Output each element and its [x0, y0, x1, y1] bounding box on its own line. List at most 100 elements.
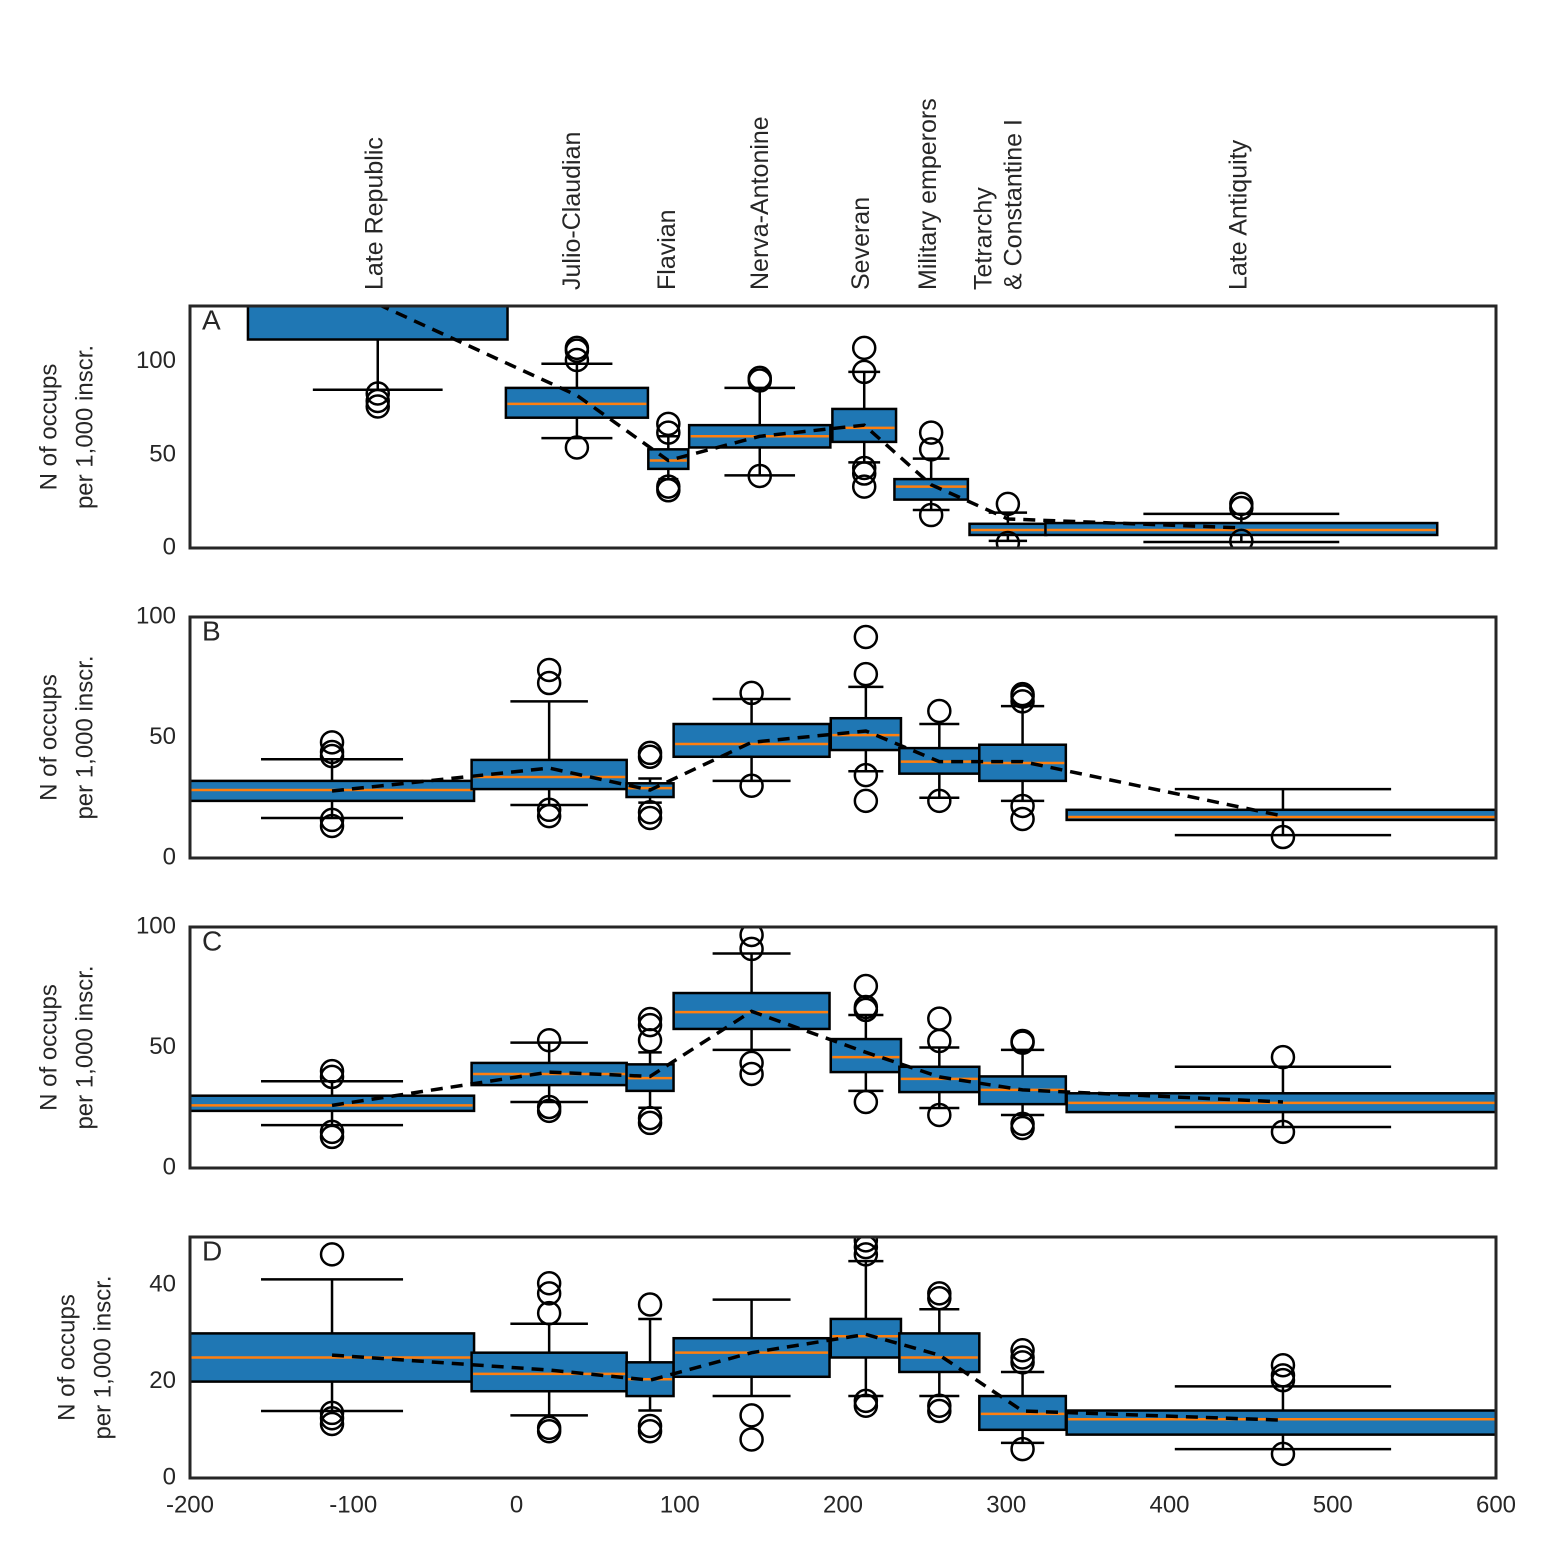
outlier [851, 461, 877, 486]
outlier [995, 530, 1021, 548]
outlier [1270, 824, 1296, 850]
outlier [853, 661, 879, 687]
x-tick-label: -100 [329, 1491, 377, 1518]
outlier [1229, 495, 1254, 521]
y-axis-label: N of occups [35, 674, 62, 801]
outlier [853, 1393, 879, 1418]
outlier [637, 744, 663, 770]
outlier [927, 1006, 952, 1031]
plot-area [246, 306, 1439, 548]
y-axis-label: N of occups [53, 1294, 80, 1421]
outlier [319, 1405, 345, 1431]
outlier [536, 1271, 562, 1296]
outlier [637, 1105, 663, 1131]
outlier [637, 805, 663, 831]
box [829, 1317, 903, 1359]
outlier [918, 437, 944, 462]
outlier [853, 1237, 879, 1253]
outlier [1270, 1441, 1296, 1467]
plot-area [190, 624, 1496, 850]
outlier [853, 762, 879, 788]
outlier [739, 680, 764, 706]
outlier [319, 1411, 345, 1437]
outlier [853, 1237, 879, 1260]
outlier [637, 1012, 663, 1038]
outlier [319, 1124, 345, 1150]
outlier [739, 927, 764, 948]
outlier [739, 1403, 764, 1428]
outlier [995, 491, 1021, 517]
outlier [747, 463, 772, 489]
y-tick-label: 0 [163, 1463, 176, 1490]
outlier [927, 698, 952, 724]
outlier [536, 1281, 562, 1306]
outlier [319, 807, 345, 833]
y-tick-label: 0 [163, 533, 176, 560]
x-tick-label: -200 [166, 1491, 214, 1518]
outlier [536, 1300, 562, 1326]
outlier [536, 797, 562, 823]
outlier [1010, 806, 1035, 832]
outlier [927, 1102, 952, 1128]
x-tick-label: 100 [660, 1491, 700, 1518]
outlier [1270, 1363, 1296, 1388]
outlier [656, 420, 681, 445]
outlier [1010, 1028, 1035, 1054]
outlier [365, 394, 390, 419]
outlier [1010, 793, 1035, 819]
outlier [747, 368, 772, 393]
outlier [536, 1098, 562, 1124]
x-tick-label: 400 [1149, 1491, 1189, 1518]
outlier [1270, 1044, 1296, 1070]
y-tick-label: 20 [149, 1367, 176, 1394]
y-tick-label: 100 [136, 347, 176, 374]
outlier [1010, 1115, 1035, 1141]
panel-label: A [202, 304, 221, 335]
period-label: Late Antiquity [1224, 139, 1252, 290]
outlier [637, 1110, 663, 1136]
box [1065, 1409, 1496, 1436]
outlier [564, 335, 590, 361]
period-label: Flavian [653, 209, 681, 290]
outlier [853, 973, 879, 999]
outlier [1270, 1352, 1296, 1378]
outlier [319, 730, 345, 755]
outlier [851, 359, 877, 385]
outlier [1010, 1345, 1035, 1370]
y-tick-label: 50 [149, 440, 176, 467]
outlier [927, 1285, 952, 1311]
box [829, 1037, 903, 1074]
box [898, 1332, 981, 1374]
box [672, 722, 831, 759]
x-tick-label: 200 [823, 1491, 863, 1518]
outlier [637, 1418, 663, 1444]
plot-area [190, 1237, 1496, 1467]
box [246, 306, 509, 341]
period-label: Julio-Claudian [558, 132, 586, 290]
x-tick-label: 600 [1476, 1491, 1516, 1518]
period-label: Nerva-Antonine [746, 116, 774, 290]
mean-line [331, 729, 1284, 818]
outlier [365, 388, 390, 414]
outlier [927, 1398, 952, 1424]
outlier [656, 411, 681, 437]
y-tick-label: 100 [136, 602, 176, 629]
period-label: Severan [847, 197, 875, 290]
outlier [853, 1089, 879, 1115]
x-tick-label: 0 [510, 1491, 523, 1518]
outlier [536, 657, 562, 683]
outlier [853, 788, 879, 814]
axes-frame [188, 1235, 1498, 1480]
outlier [927, 788, 952, 814]
outlier [637, 1292, 663, 1317]
outlier [536, 670, 562, 696]
y-axis-label: N of occups [35, 364, 62, 491]
outlier [656, 478, 681, 503]
y-axis-label: per 1,000 inscr. [71, 345, 98, 509]
y-tick-label: 50 [149, 723, 176, 750]
x-tick-label: 500 [1313, 1491, 1353, 1518]
y-axis-label: per 1,000 inscr. [89, 1275, 116, 1439]
y-tick-label: 50 [149, 1033, 176, 1060]
outlier [319, 1058, 345, 1084]
